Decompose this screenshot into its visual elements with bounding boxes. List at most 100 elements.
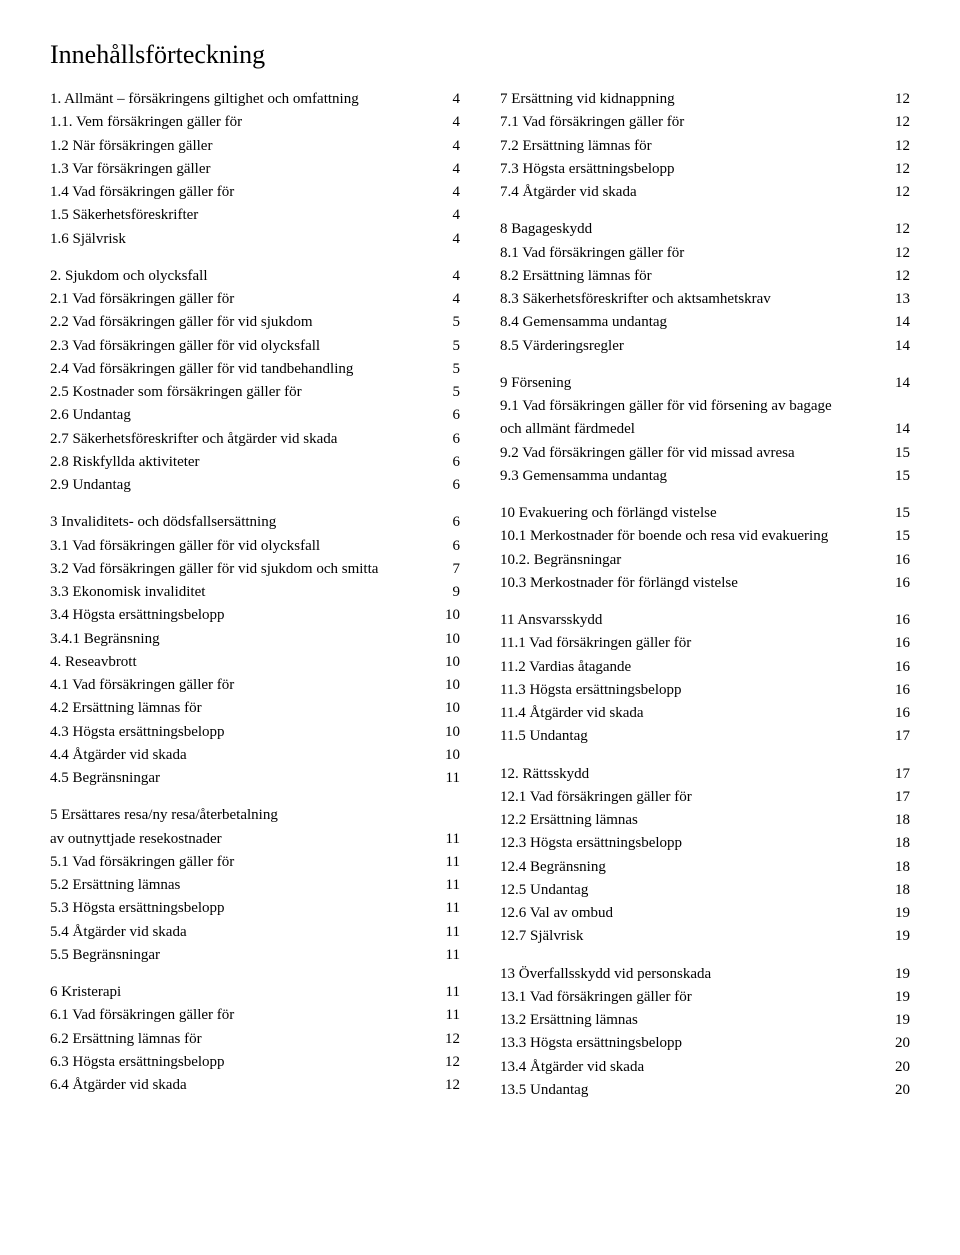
toc-label: 11.4 Åtgärder vid skada: [500, 702, 883, 725]
toc-page-number: 19: [895, 986, 910, 1009]
toc-line: 13.3 Högsta ersättningsbelopp 20: [500, 1032, 910, 1055]
toc-column-right: 7 Ersättning vid kidnappning127.1 Vad fö…: [500, 88, 910, 1102]
toc-line: 10.1 Merkostnader för boende och resa vi…: [500, 525, 910, 548]
toc-label: 1.6 Självrisk: [50, 228, 441, 251]
toc-page-number: 11: [446, 874, 460, 897]
toc-label: 2.2 Vad försäkringen gäller för vid sjuk…: [50, 311, 441, 334]
toc-page-number: 17: [895, 786, 910, 809]
toc-line: 2.9 Undantag6: [50, 474, 460, 497]
toc-line: 12.2 Ersättning lämnas18: [500, 809, 910, 832]
toc-line: 1.1. Vem försäkringen gäller för4: [50, 111, 460, 134]
toc-line: 2.7 Säkerhetsföreskrifter och åtgärder v…: [50, 428, 460, 451]
toc-page-number: 16: [895, 679, 910, 702]
toc-label: 13.1 Vad försäkringen gäller för: [500, 986, 883, 1009]
toc-label: 9 Försening: [500, 372, 883, 395]
toc-page-number: 20: [895, 1032, 910, 1055]
toc-page-number: 12: [895, 265, 910, 288]
toc-label: 7.1 Vad försäkringen gäller för: [500, 111, 883, 134]
toc-group-break: [500, 358, 910, 372]
toc-label: 2.7 Säkerhetsföreskrifter och åtgärder v…: [50, 428, 441, 451]
toc-page-number: 15: [895, 442, 910, 465]
toc-page-number: 19: [895, 1009, 910, 1032]
toc-line: 12.6 Val av ombud19: [500, 902, 910, 925]
toc-group-break: [500, 749, 910, 763]
toc-page-number: 11: [446, 828, 460, 851]
toc-line: 8.2 Ersättning lämnas för 12: [500, 265, 910, 288]
toc-page-number: 11: [446, 921, 460, 944]
toc-label: 8 Bagageskydd: [500, 218, 883, 241]
toc-label: 10.1 Merkostnader för boende och resa vi…: [500, 525, 883, 548]
toc-page-number: 20: [895, 1056, 910, 1079]
toc-line: 4.5 Begränsningar11: [50, 767, 460, 790]
toc-line: 9.1 Vad försäkringen gäller för vid förs…: [500, 395, 910, 418]
toc-page-number: 4: [453, 111, 461, 134]
toc-label: 3.2 Vad försäkringen gäller för vid sjuk…: [50, 558, 441, 581]
toc-page-number: 4: [453, 204, 461, 227]
toc-label: 5.4 Åtgärder vid skada: [50, 921, 434, 944]
toc-line: 12.3 Högsta ersättningsbelopp18: [500, 832, 910, 855]
toc-page-number: 12: [895, 242, 910, 265]
toc-line: 2. Sjukdom och olycksfall4: [50, 265, 460, 288]
toc-line: 13.2 Ersättning lämnas19: [500, 1009, 910, 1032]
toc-line: 4.4 Åtgärder vid skada10: [50, 744, 460, 767]
toc-label: 13 Överfallsskydd vid personskada: [500, 963, 883, 986]
toc-line: 1. Allmänt – försäkringens giltighet och…: [50, 88, 460, 111]
toc-label: 11.3 Högsta ersättningsbelopp: [500, 679, 883, 702]
toc-line: 11.4 Åtgärder vid skada 16: [500, 702, 910, 725]
toc-page-number: 11: [446, 767, 460, 790]
toc-page-number: 12: [445, 1074, 460, 1097]
toc-page-number: 5: [453, 358, 461, 381]
toc-line: 11.5 Undantag17: [500, 725, 910, 748]
toc-page-number: 4: [453, 88, 461, 111]
toc-label: 2.6 Undantag: [50, 404, 441, 427]
toc-label: 1. Allmänt – försäkringens giltighet och…: [50, 88, 441, 111]
toc-column-left: 1. Allmänt – försäkringens giltighet och…: [50, 88, 460, 1102]
toc-page-number: 10: [445, 651, 460, 674]
toc-page-number: 14: [895, 418, 910, 441]
toc-label: 8.5 Värderingsregler: [500, 335, 883, 358]
toc-page-number: 11: [446, 851, 460, 874]
toc-line: 3.1 Vad försäkringen gäller för vid olyc…: [50, 535, 460, 558]
toc-line: 5.2 Ersättning lämnas11: [50, 874, 460, 897]
toc-page-number: 15: [895, 525, 910, 548]
toc-label: 2.1 Vad försäkringen gäller för: [50, 288, 441, 311]
toc-label: och allmänt färdmedel: [500, 418, 883, 441]
toc-page-number: 16: [895, 702, 910, 725]
toc-line: 3.4 Högsta ersättningsbelopp10: [50, 604, 460, 627]
toc-line: 11.2 Vardias åtagande16: [500, 656, 910, 679]
toc-page-number: 10: [445, 697, 460, 720]
toc-label: 3.1 Vad försäkringen gäller för vid olyc…: [50, 535, 441, 558]
toc-label: 2.3 Vad försäkringen gäller för vid olyc…: [50, 335, 441, 358]
toc-label: 2. Sjukdom och olycksfall: [50, 265, 441, 288]
toc-line: och allmänt färdmedel 14: [500, 418, 910, 441]
toc-page-number: 4: [453, 181, 461, 204]
toc-label: 4.2 Ersättning lämnas för: [50, 697, 433, 720]
toc-line: 5.3 Högsta ersättningsbelopp11: [50, 897, 460, 920]
toc-page-number: 11: [446, 944, 460, 967]
toc-line: 12.5 Undantag 18: [500, 879, 910, 902]
toc-page-number: 6: [453, 451, 461, 474]
toc-label: 2.5 Kostnader som försäkringen gäller fö…: [50, 381, 441, 404]
toc-page-number: 18: [895, 879, 910, 902]
toc-label: 12.5 Undantag: [500, 879, 883, 902]
toc-label: 6.2 Ersättning lämnas för: [50, 1028, 433, 1051]
toc-line: 11.1 Vad försäkringen gäller för16: [500, 632, 910, 655]
toc-page-number: 4: [453, 228, 461, 251]
toc-label: 8.2 Ersättning lämnas för: [500, 265, 883, 288]
toc-line: 3.2 Vad försäkringen gäller för vid sjuk…: [50, 558, 460, 581]
toc-line: 9.2 Vad försäkringen gäller för vid miss…: [500, 442, 910, 465]
toc-label: 12.7 Självrisk: [500, 925, 883, 948]
toc-line: 6.1 Vad försäkringen gäller för11: [50, 1004, 460, 1027]
toc-page-number: 6: [453, 474, 461, 497]
toc-line: 8.1 Vad försäkringen gäller för12: [500, 242, 910, 265]
toc-label: 11.5 Undantag: [500, 725, 883, 748]
toc-page-number: 18: [895, 832, 910, 855]
toc-label: 13.3 Högsta ersättningsbelopp: [500, 1032, 883, 1055]
toc-page-number: 16: [895, 632, 910, 655]
toc-line: 6.3 Högsta ersättningsbelopp12: [50, 1051, 460, 1074]
toc-line: 3.4.1 Begränsning10: [50, 628, 460, 651]
toc-page-number: 10: [445, 721, 460, 744]
toc-page-number: 12: [895, 88, 910, 111]
toc-line: 2.3 Vad försäkringen gäller för vid olyc…: [50, 335, 460, 358]
toc-label: 9.3 Gemensamma undantag: [500, 465, 883, 488]
